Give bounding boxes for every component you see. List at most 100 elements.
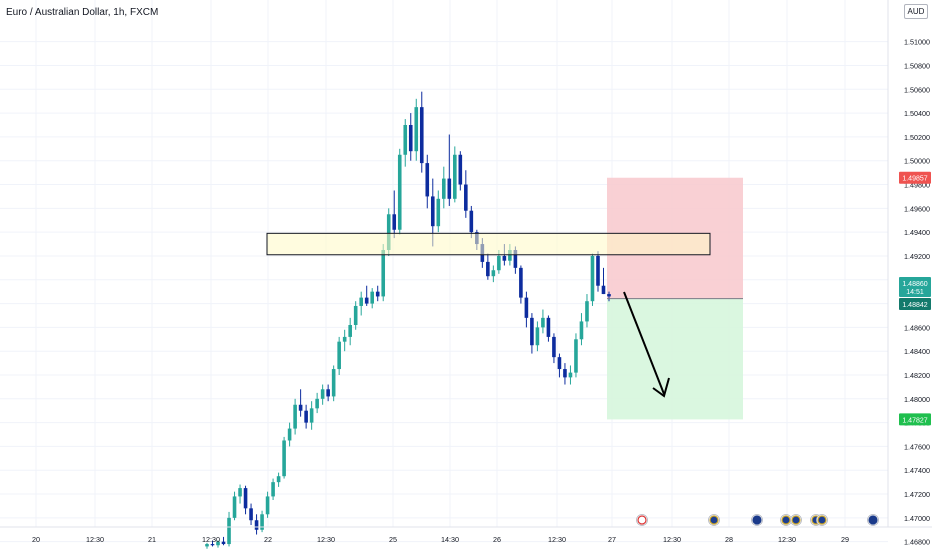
candle-body [227, 517, 231, 545]
candle-body [359, 297, 363, 306]
candle-body [408, 125, 413, 152]
price-tick-label: 1.49400 [904, 228, 930, 237]
candle-body [370, 291, 375, 304]
us-flag-icon-face [637, 515, 647, 525]
candle-body [353, 305, 358, 325]
candle-body [469, 210, 474, 233]
time-tick-label: 12:30 [778, 535, 796, 544]
currency-button[interactable]: AUD [904, 4, 928, 19]
candle-body [557, 357, 562, 370]
candle-body [458, 154, 463, 185]
candle-body [205, 544, 209, 547]
candle-body [419, 107, 424, 164]
time-axis[interactable]: 20 12:30 21 12:30 22 12:30 25 14:30 26 12:30 27 12:… [32, 535, 849, 544]
candle-body [425, 163, 430, 197]
current-price-tag-text: 1.48860 [902, 281, 927, 288]
candle-body [596, 255, 600, 286]
candle-body [210, 544, 215, 546]
candle-body [375, 291, 380, 297]
candle-body [397, 154, 402, 230]
eu-icon-face [781, 515, 791, 525]
price-axis[interactable]: 1.51000 1.50800 1.50600 1.50400 1.50200 1.500… [904, 38, 930, 547]
price-tick-label: 1.49800 [904, 181, 930, 190]
price-tick-label: 1.47200 [904, 490, 930, 499]
price-tick-label: 1.47400 [904, 466, 930, 475]
stop-loss-tag-bg [899, 171, 931, 184]
eu-icon [790, 514, 802, 526]
candle-body [232, 496, 237, 518]
take-profit-zone[interactable] [607, 298, 743, 420]
candle-body [238, 488, 242, 497]
candle-body [216, 541, 220, 546]
price-tick-label: 1.48600 [904, 323, 930, 332]
candle-body [607, 294, 611, 297]
candle-body [392, 214, 397, 230]
candle-body [574, 339, 578, 373]
candle-body [541, 317, 545, 328]
candle-body [519, 267, 523, 298]
price-tick-label: 1.48400 [904, 347, 930, 356]
candle-body [309, 408, 314, 423]
candle-body [568, 372, 573, 378]
take-profit-tag-text: 1.47827 [902, 417, 927, 424]
price-tick-label: 1.48200 [904, 371, 930, 380]
candle-body [590, 255, 595, 302]
stop-loss-tag-text: 1.49857 [902, 176, 927, 183]
candle-body [271, 482, 275, 497]
economic-events [636, 514, 879, 526]
candle-body [453, 154, 457, 199]
candlestick-series [205, 91, 611, 549]
time-tick-label: 20 [32, 535, 40, 544]
eu-icon-face [817, 515, 827, 525]
time-tick-label: 26 [493, 535, 501, 544]
candle-body [552, 336, 556, 358]
candle-body [563, 369, 567, 378]
grid-lines [0, 0, 888, 543]
candle-body [254, 520, 259, 530]
price-tick-label: 1.50000 [904, 157, 930, 166]
candle-body [293, 404, 297, 429]
candle-body [491, 270, 496, 277]
price-tick-label: 1.47600 [904, 442, 930, 451]
candle-body [403, 125, 408, 155]
candle-body [287, 428, 292, 441]
candle-body [579, 321, 584, 340]
time-tick-label: 12:30 [663, 535, 681, 544]
candle-body [243, 488, 248, 509]
eu-icon-face [791, 515, 801, 525]
price-tick-label: 1.50800 [904, 61, 930, 70]
candle-body [464, 184, 468, 211]
candle-body [342, 336, 347, 342]
time-tick-label: 22 [264, 535, 272, 544]
eu-icon [708, 514, 720, 526]
price-tick-label: 1.50200 [904, 133, 930, 142]
price-tick-label: 1.48000 [904, 395, 930, 404]
price-tick-label: 1.50600 [904, 85, 930, 94]
take-profit-tag-bg [899, 413, 931, 426]
candle-body [535, 327, 540, 346]
down-arrow-icon [623, 291, 670, 398]
time-tick-label: 28 [725, 535, 733, 544]
time-tick-label: 12:30 [317, 535, 335, 544]
current-price-tag-text: 14:51 [906, 289, 924, 296]
au-flag-icon-face [868, 515, 878, 525]
candle-body [414, 107, 419, 152]
candle-body [249, 508, 253, 521]
au-flag-icon-face [752, 515, 762, 525]
supply-zone-box[interactable] [266, 232, 711, 256]
current-price-tag-bg [899, 277, 931, 297]
price-tick-label: 1.46800 [904, 538, 930, 547]
au-flag-icon [867, 514, 879, 526]
candle-body [276, 476, 281, 483]
candle-body [320, 389, 325, 399]
entry-price-tag-bg [899, 298, 931, 310]
arrow-head [652, 377, 670, 398]
candle-body [337, 341, 341, 370]
candle-body [315, 398, 319, 409]
price-tick-label: 1.49600 [904, 204, 930, 213]
eu-icon-face [709, 515, 719, 525]
candle-body [304, 410, 308, 423]
candle-body [502, 255, 507, 261]
candle-body [585, 301, 589, 322]
